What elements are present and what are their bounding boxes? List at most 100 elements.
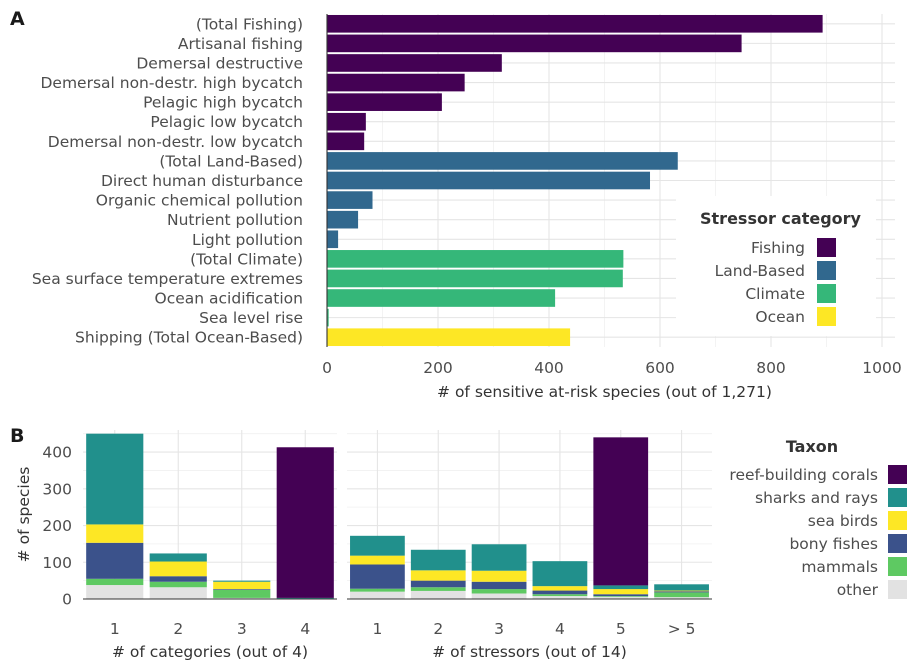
bar-other-5	[593, 596, 649, 599]
bar-sea-birds-2	[149, 561, 207, 577]
bar-sea-birds-4	[532, 586, 588, 591]
panel-a-letter: A	[10, 8, 25, 30]
bar-bony-fishes-5	[593, 594, 649, 597]
legend-swatch-bony-fishes	[888, 534, 907, 553]
legend-title: Taxon	[786, 437, 838, 456]
x-tick-label: 2	[433, 620, 443, 638]
bar-bony-fishes-5	[654, 591, 709, 593]
legend-swatch-ocean	[817, 307, 836, 326]
legend-label: Land-Based	[715, 262, 805, 280]
y-tick-label: 100	[42, 554, 72, 572]
bar-other-3	[471, 593, 527, 599]
bar-label: (Total Climate)	[190, 250, 303, 268]
bar-sea-birds-2	[410, 570, 466, 581]
legend-swatch-fishing	[817, 238, 836, 257]
bar-sharks-and-rays-4	[276, 597, 334, 599]
bar-reef-building-corals-4	[276, 447, 334, 598]
bar-other-1	[86, 585, 144, 599]
legend-label: sea birds	[808, 512, 878, 530]
bar-direct-human-disturbance	[327, 171, 651, 190]
x-axis-title: # of categories (out of 4)	[112, 643, 308, 661]
legend-label: bony fishes	[789, 535, 878, 553]
bar-label: (Total Fishing)	[196, 15, 303, 33]
bar-label: Artisanal fishing	[178, 35, 303, 53]
bar-sea-birds-3	[471, 570, 527, 582]
bar-demersal-destructive	[327, 54, 502, 72]
bar-other-1	[350, 591, 405, 599]
stressor-category-legend: Stressor category Fishing Land-Based Climat…	[676, 196, 876, 336]
bar-sea-birds-1	[86, 524, 144, 543]
x-tick-label: 5	[616, 620, 626, 638]
bar-sharks-and-rays-5	[593, 585, 649, 590]
bar-label: Demersal destructive	[136, 54, 303, 72]
bar-label: Sea surface temperature extremes	[32, 270, 303, 288]
bar-label: Shipping (Total Ocean-Based)	[75, 329, 303, 347]
x-tick-label: 1	[110, 620, 120, 638]
bar-label: Direct human disturbance	[101, 172, 303, 190]
x-tick-label: 600	[645, 359, 675, 377]
bar-mammals-2	[410, 587, 466, 591]
bar-mammals-2	[149, 581, 207, 588]
legend-label: Climate	[745, 285, 805, 303]
x-tick-label: > 5	[668, 620, 696, 638]
bar-bony-fishes-2	[410, 580, 466, 588]
x-axis-title: # of sensitive at-risk species (out of 1…	[437, 383, 772, 401]
panel-b-categories-chart: 1 2 3 4 # of categories (out of 4) 0 100 200 300…	[15, 430, 337, 661]
bar-demersal-non-destr-low-bycatch	[327, 132, 365, 151]
bar-label: Pelagic high bycatch	[143, 94, 303, 112]
x-tick-label: 400	[534, 359, 564, 377]
bar-sharks-and-rays-2	[410, 549, 466, 571]
bar-sharks-and-rays-1	[86, 433, 144, 525]
legend-label: Ocean	[755, 308, 805, 326]
bar-mammals-5	[593, 596, 649, 597]
legend-swatch-other	[888, 580, 907, 599]
bar-mammals-3	[471, 589, 527, 594]
bar-sharks-and-rays-2	[149, 553, 207, 562]
bar-mammals-3	[213, 589, 271, 598]
bar-sea-level-rise	[327, 308, 329, 327]
x-axis-title: # of stressors (out of 14)	[432, 643, 627, 661]
bar-sea-birds-1	[350, 555, 405, 565]
x-tick-label: 0	[322, 359, 332, 377]
bar-bony-fishes-1	[350, 564, 405, 589]
y-tick-label: 400	[42, 444, 72, 462]
bar-artisanal-fishing	[327, 34, 742, 53]
x-tick-label: 1	[372, 620, 382, 638]
bar-mammals-5	[654, 592, 709, 598]
legend-swatch-climate	[817, 284, 836, 303]
y-tick-label: 0	[62, 591, 72, 609]
taxon-legend: Taxon reef-building corals sharks and rays…	[729, 437, 907, 599]
bar-sea-birds-3	[213, 581, 271, 590]
bar-mammals-1	[86, 578, 144, 586]
bar-label: Demersal non-destr. low bycatch	[48, 133, 303, 151]
bar-sharks-and-rays-3	[471, 544, 527, 571]
bar-label: Demersal non-destr. high bycatch	[40, 74, 303, 92]
legend-label: other	[837, 581, 879, 599]
bar-label: Sea level rise	[199, 309, 303, 327]
x-tick-label: 200	[423, 359, 453, 377]
legend-title: Stressor category	[700, 209, 862, 228]
bar-other-3	[213, 597, 271, 599]
panel-b-letter: B	[10, 425, 24, 447]
legend-swatch-sea-birds	[888, 511, 907, 530]
bar-reef-building-corals-5	[593, 437, 649, 586]
bar-sea-birds-5	[654, 590, 709, 592]
bar-label: (Total Land-Based)	[159, 152, 303, 170]
bar-bony-fishes-4	[532, 590, 588, 595]
bar-label: Ocean acidification	[155, 290, 303, 308]
bar-nutrient-pollution	[327, 210, 359, 229]
bar-bony-fishes-1	[86, 542, 144, 579]
bar-ocean-acidification	[327, 289, 556, 307]
legend-swatch-reef-building-corals	[888, 465, 907, 484]
bar-other-2	[410, 590, 466, 599]
bar-label: Nutrient pollution	[167, 211, 303, 229]
bar-total-fishing	[327, 14, 823, 33]
bar-mammals-4	[532, 594, 588, 597]
bar-organic-chemical-pollution	[327, 191, 373, 209]
x-tick-label: 4	[300, 620, 310, 638]
bar-sharks-and-rays-1	[350, 535, 405, 556]
bar-other-2	[149, 587, 207, 599]
bar-label: Organic chemical pollution	[96, 192, 303, 210]
bar-total-climate	[327, 250, 624, 268]
